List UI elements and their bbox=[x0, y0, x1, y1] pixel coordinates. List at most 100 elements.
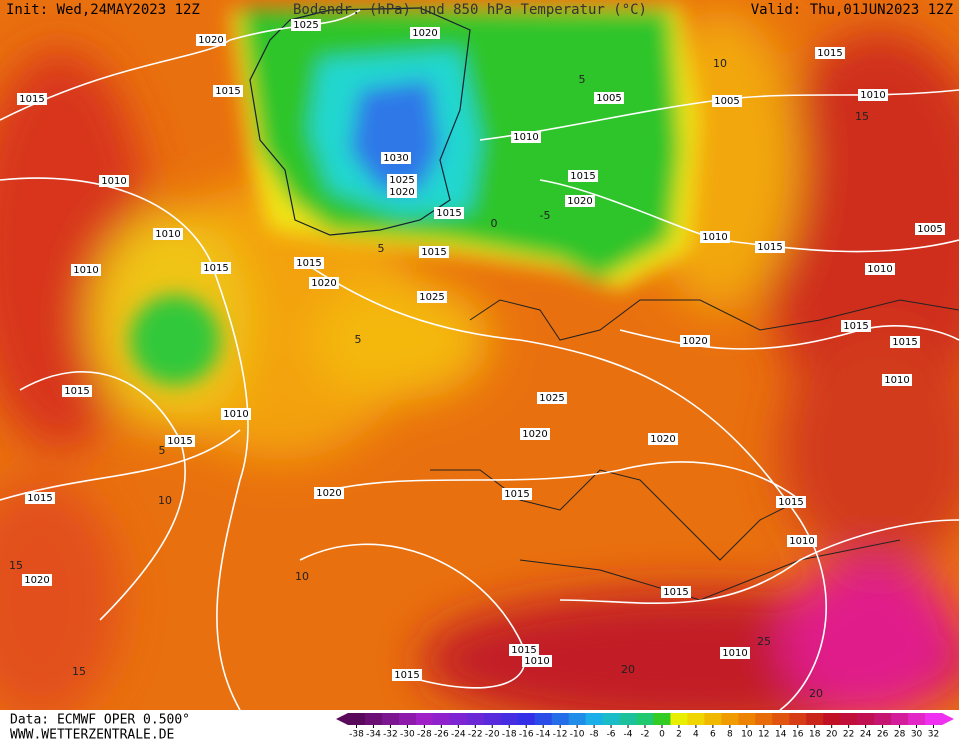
colorbar-tick-label: -18 bbox=[502, 730, 517, 740]
isobar-label: 1025 bbox=[389, 175, 414, 186]
colorbar-cell bbox=[500, 713, 519, 725]
colorbar-cell bbox=[908, 713, 926, 725]
isobar-label: 1015 bbox=[19, 94, 44, 105]
colorbar-tick-label: -8 bbox=[590, 730, 599, 740]
colorbar-cell bbox=[534, 713, 553, 725]
isobar-label-box bbox=[294, 257, 324, 269]
isobar-label-box bbox=[522, 655, 552, 667]
isobar-label: 1025 bbox=[539, 393, 564, 404]
isotherm-label: 20 bbox=[621, 663, 635, 676]
isobar-label-box bbox=[661, 586, 691, 598]
isobar-label: 1015 bbox=[843, 321, 868, 332]
colorbar-cell bbox=[619, 713, 638, 725]
colorbar-cell bbox=[721, 713, 739, 725]
isobar-label: 1005 bbox=[714, 96, 739, 107]
colorbar-cell bbox=[466, 713, 485, 725]
colorbar-cell bbox=[364, 713, 383, 725]
isobar-label-box bbox=[594, 92, 624, 104]
isobar-label: 1010 bbox=[867, 264, 892, 275]
isobar-label: 1015 bbox=[64, 386, 89, 397]
isobar-label-box bbox=[25, 492, 55, 504]
isobar-label: 1015 bbox=[757, 242, 782, 253]
colorbar-tick-label: -10 bbox=[570, 730, 585, 740]
isobar-label-box bbox=[99, 175, 129, 187]
isotherm-label: 10 bbox=[158, 494, 172, 507]
isobar-label-box bbox=[387, 186, 417, 198]
isobar-label: 1015 bbox=[27, 493, 52, 504]
isobar-label-box bbox=[309, 277, 339, 289]
isobar-label-box bbox=[858, 89, 888, 101]
isotherm-label: -5 bbox=[540, 209, 551, 222]
isobar-label: 1010 bbox=[789, 536, 814, 547]
isobar-label-box bbox=[153, 228, 183, 240]
isobar-label-box bbox=[314, 487, 344, 499]
isobar-label-box bbox=[417, 291, 447, 303]
colorbar-tick-label: 6 bbox=[710, 730, 716, 740]
colorbar-tick-label: -20 bbox=[485, 730, 500, 740]
colorbar-cell bbox=[670, 713, 688, 725]
colorbar-cell bbox=[687, 713, 705, 725]
colorbar-cell bbox=[432, 713, 451, 725]
colorbar-cell bbox=[517, 713, 536, 725]
isobar-label: 1010 bbox=[513, 132, 538, 143]
colorbar-arrow-high bbox=[942, 713, 954, 725]
isobar-label-box bbox=[381, 152, 411, 164]
isobar-label-box bbox=[841, 320, 871, 332]
isobar-label-box bbox=[537, 392, 567, 404]
colorbar-tick-label: -22 bbox=[468, 730, 483, 740]
isobar-label-box bbox=[865, 263, 895, 275]
colorbar-cell bbox=[602, 713, 621, 725]
isobar-label: 1020 bbox=[522, 429, 547, 440]
colorbar-tick-label: -6 bbox=[607, 730, 616, 740]
colorbar-tick-label: -38 bbox=[349, 730, 364, 740]
colorbar-cell bbox=[772, 713, 790, 725]
colorbar-tick-label: -4 bbox=[624, 730, 633, 740]
map-title: Bodendr. (hPa) und 850 hPa Temperatur (°… bbox=[293, 2, 647, 18]
colorbar-cell bbox=[415, 713, 434, 725]
isobar-label-box bbox=[71, 264, 101, 276]
colorbar-tick-label: 20 bbox=[826, 730, 838, 740]
colorbar-tick-label: 28 bbox=[894, 730, 906, 740]
isobar-label: 1015 bbox=[167, 436, 192, 447]
colorbar-tick-label: -24 bbox=[451, 730, 466, 740]
isobar-label-box bbox=[755, 241, 785, 253]
isobar-label: 1005 bbox=[917, 224, 942, 235]
isotherm-label: 25 bbox=[757, 635, 771, 648]
isobar-label-box bbox=[291, 19, 321, 31]
isobar-label-box bbox=[680, 335, 710, 347]
isobar-label-box bbox=[22, 574, 52, 586]
colorbar-cell bbox=[398, 713, 417, 725]
isotherm-label: 10 bbox=[295, 570, 309, 583]
isotherm-label: 10 bbox=[713, 57, 727, 70]
init-label: Init: Wed,24MAY2023 12Z bbox=[6, 2, 200, 18]
isobar-label: 1020 bbox=[389, 187, 414, 198]
isotherm-label: 15 bbox=[9, 559, 23, 572]
isotherm-label: 15 bbox=[72, 665, 86, 678]
isotherm-label: 5 bbox=[378, 242, 385, 255]
colorbar-tick-label: 12 bbox=[758, 730, 769, 740]
colorbar-cell bbox=[925, 713, 943, 725]
isobar-label: 1020 bbox=[412, 28, 437, 39]
colorbar-tick-label: 10 bbox=[741, 730, 753, 740]
colorbar-tick-label: -14 bbox=[536, 730, 551, 740]
isobar-label: 1015 bbox=[421, 247, 446, 258]
isobar-label: 1010 bbox=[223, 409, 248, 420]
colorbar-tick-label: 0 bbox=[659, 730, 665, 740]
colorbar-arrow-low bbox=[336, 713, 348, 725]
colorbar-tick-label: 18 bbox=[809, 730, 821, 740]
isobar-label-box bbox=[915, 223, 945, 235]
isobar-label-box bbox=[882, 374, 912, 386]
isobar-label: 1010 bbox=[860, 90, 885, 101]
colorbar-cell bbox=[806, 713, 824, 725]
colorbar-cell bbox=[704, 713, 722, 725]
isobar-label: 1020 bbox=[650, 434, 675, 445]
colorbar-tick-label: -2 bbox=[641, 730, 650, 740]
colorbar-cell bbox=[738, 713, 756, 725]
colorbar-tick-label: 24 bbox=[860, 730, 872, 740]
colorbar-tick-label: 22 bbox=[843, 730, 854, 740]
isobar-label: 1010 bbox=[101, 176, 126, 187]
isobar-label-box bbox=[392, 669, 422, 681]
isobar-label-box bbox=[62, 385, 92, 397]
colorbar-cell bbox=[755, 713, 773, 725]
isobar-label-box bbox=[720, 647, 750, 659]
